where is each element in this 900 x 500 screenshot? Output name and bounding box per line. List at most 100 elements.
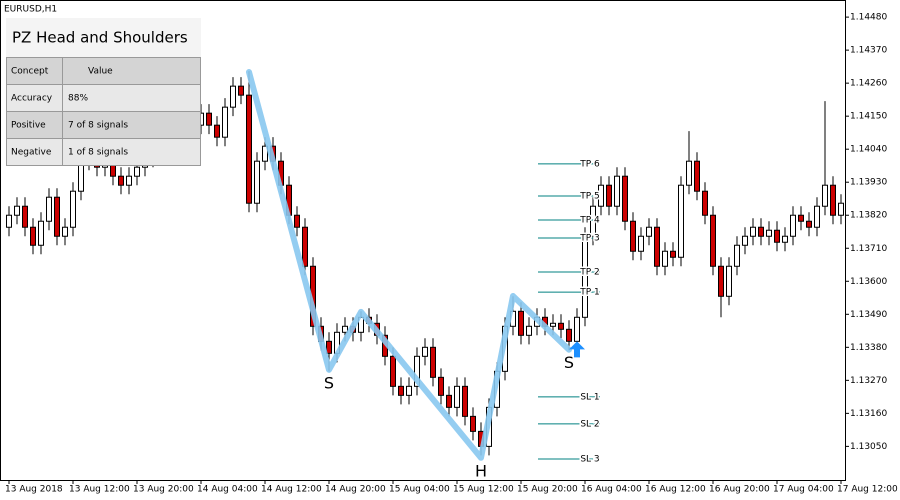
candle-body xyxy=(806,220,812,228)
level-label: TP 2 xyxy=(579,267,600,277)
y-tick-label: 1.13930 xyxy=(850,178,887,188)
x-tick-label: 14 Aug 20:00 xyxy=(325,485,386,495)
x-tick-label: 16 Aug 04:00 xyxy=(581,485,642,495)
candle-body xyxy=(406,385,412,396)
candle-body xyxy=(758,226,764,237)
level-label: TP 5 xyxy=(579,192,600,202)
candle-body xyxy=(742,235,748,246)
x-tick-label: 14 Aug 12:00 xyxy=(261,485,322,495)
panel-cell xyxy=(62,111,201,139)
candle-body xyxy=(438,376,444,396)
candle-body xyxy=(6,214,12,228)
candle-body xyxy=(430,346,436,378)
x-tick-label: 15 Aug 04:00 xyxy=(389,485,450,495)
level-label: TP 6 xyxy=(579,159,600,169)
candle-body xyxy=(790,214,796,237)
panel-text: Positive xyxy=(11,121,46,131)
level-label: SL 3 xyxy=(580,454,599,464)
candle-body xyxy=(254,160,260,204)
panel-cell xyxy=(62,138,201,166)
candle-body xyxy=(798,214,804,222)
pattern-label: S xyxy=(564,353,574,372)
candle-body xyxy=(582,235,588,318)
y-tick-label: 1.13270 xyxy=(850,376,887,386)
x-tick-label: 17 Aug 04:00 xyxy=(773,485,834,495)
candle-body xyxy=(726,265,732,297)
candle-body xyxy=(22,205,28,228)
candle-body xyxy=(222,106,228,138)
x-tick-label: 15 Aug 20:00 xyxy=(517,485,578,495)
candle-body xyxy=(294,214,300,228)
panel-text: 1 of 8 signals xyxy=(68,148,128,158)
pattern-line xyxy=(246,69,572,461)
candle-body xyxy=(262,145,268,162)
candle-body xyxy=(830,184,836,216)
panel-cell xyxy=(6,84,63,112)
level-label: TP 1 xyxy=(579,288,600,298)
candle-body xyxy=(462,385,468,417)
candle-body xyxy=(574,316,580,342)
candle-body xyxy=(14,205,20,216)
candle-body xyxy=(246,94,252,204)
info-panel: PZ Head and Shoulders Concept Value Accurac… xyxy=(6,18,201,166)
candle-body xyxy=(238,85,244,96)
y-tick-label: 1.13820 xyxy=(850,211,887,221)
panel-title-bg xyxy=(6,18,201,57)
y-tick-label: 1.13600 xyxy=(850,277,887,287)
x-tick-label: 13 Aug 2018 xyxy=(5,485,63,495)
y-tick-label: 1.13160 xyxy=(850,409,887,419)
candle-body xyxy=(710,214,716,267)
candle-body xyxy=(414,355,420,387)
candle-body xyxy=(678,184,684,258)
candle-body xyxy=(734,244,740,267)
candle-body xyxy=(654,226,660,267)
y-tick-label: 1.14480 xyxy=(850,13,887,23)
candle-body xyxy=(718,265,724,297)
panel-cell xyxy=(6,138,63,166)
pattern-label: S xyxy=(324,373,334,392)
candle-body xyxy=(566,328,572,342)
candle-body xyxy=(118,175,124,186)
candle-body xyxy=(470,415,476,432)
candle-body xyxy=(422,346,428,357)
candle-body xyxy=(70,190,76,228)
candle-body xyxy=(606,184,612,207)
candle-body xyxy=(670,250,676,258)
candle-body xyxy=(526,325,532,336)
y-tick-label: 1.14150 xyxy=(850,112,887,122)
candle-body xyxy=(550,322,556,327)
candle-body xyxy=(518,310,524,336)
x-tick-label: 15 Aug 12:00 xyxy=(453,485,514,495)
level-label: SL 1 xyxy=(580,392,599,402)
candle-body xyxy=(694,160,700,192)
candle-body xyxy=(62,226,68,237)
candle-body xyxy=(766,229,772,237)
candle-body xyxy=(590,205,596,237)
y-tick-label: 1.13380 xyxy=(850,343,887,353)
candle-body xyxy=(390,355,396,387)
candle-body xyxy=(398,385,404,396)
candle-body xyxy=(638,235,644,252)
candle-body xyxy=(454,385,460,408)
candle-body xyxy=(774,229,780,243)
y-tick-label: 1.13710 xyxy=(850,244,887,254)
plot-frame xyxy=(0,0,846,481)
x-tick-label: 16 Aug 12:00 xyxy=(645,485,706,495)
level-label: TP 3 xyxy=(579,234,600,244)
y-tick-label: 1.14260 xyxy=(850,79,887,89)
candle-body xyxy=(838,202,844,216)
candle-body xyxy=(302,226,308,267)
symbol-label: EURUSD,H1 xyxy=(4,5,57,15)
level-label: TP 4 xyxy=(579,216,600,226)
candle-body xyxy=(750,226,756,237)
candle-body xyxy=(38,220,44,246)
y-tick-label: 1.14370 xyxy=(850,46,887,56)
candle-body xyxy=(30,226,36,246)
candle-body xyxy=(558,322,564,330)
candle-body xyxy=(686,160,692,186)
panel-cell xyxy=(62,57,201,85)
candle-body xyxy=(134,166,140,177)
panel-cell xyxy=(62,84,201,112)
x-tick-label: 14 Aug 04:00 xyxy=(197,485,258,495)
